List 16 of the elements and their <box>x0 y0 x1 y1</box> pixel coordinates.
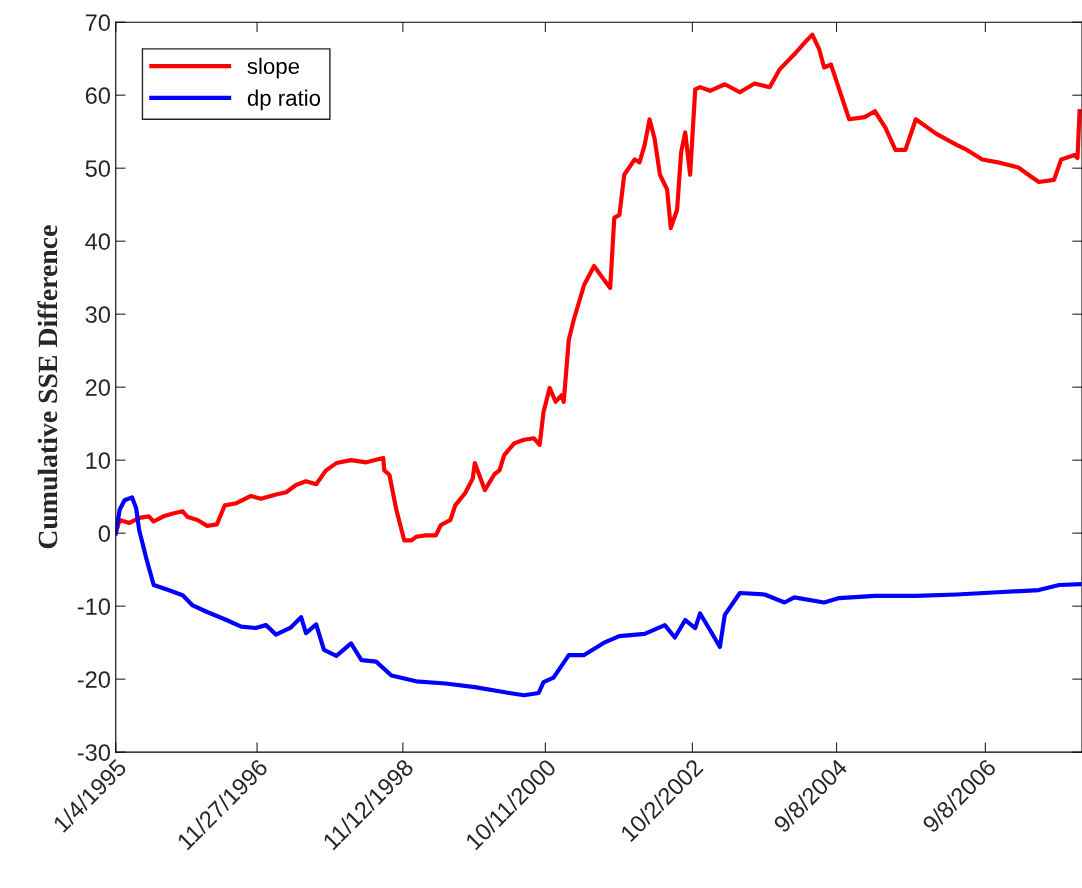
y-tick-label: 10 <box>86 452 110 469</box>
y-tick-label: 0 <box>98 525 110 542</box>
y-tick-label: -30 <box>77 744 110 761</box>
y-tick-label: 60 <box>85 87 110 104</box>
legend-label: slope <box>247 57 300 79</box>
y-tick-label: -10 <box>77 598 110 615</box>
legend-label: dp ratio <box>247 89 321 111</box>
y-tick-label: 20 <box>85 379 110 396</box>
y-tick-label: 50 <box>85 160 110 177</box>
y-axis-title: Cumulative SSE Difference <box>37 225 58 549</box>
line-series <box>115 495 1082 698</box>
line-series <box>115 32 1082 543</box>
y-tick-label: -20 <box>77 671 110 688</box>
y-tick-label: 40 <box>85 233 110 250</box>
y-tick-label: 70 <box>85 14 110 31</box>
y-tick-label: 30 <box>85 306 110 323</box>
